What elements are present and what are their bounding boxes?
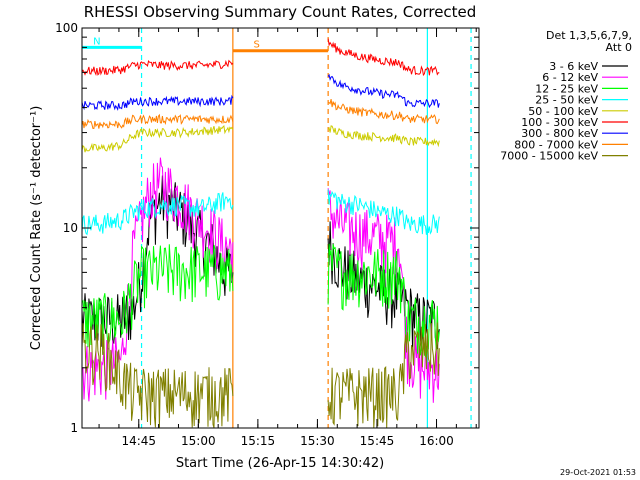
legend-label: 6 - 12 keV <box>542 71 598 84</box>
series-line <box>81 124 234 153</box>
x-tick-label: 15:30 <box>300 434 335 448</box>
legend-label: 25 - 50 keV <box>535 94 598 107</box>
timestamp: 29-Oct-2021 01:53 <box>560 468 636 477</box>
x-axis: 14:45 15:00 15:15 15:30 15:45 16:00 <box>98 28 477 448</box>
series-line <box>327 73 440 109</box>
y-axis-label: Corrected Count Rate (s⁻¹ detector⁻¹) <box>29 106 44 351</box>
series-line <box>81 59 234 76</box>
y-tick-label: 10 <box>63 221 78 235</box>
y-tick-label: 100 <box>55 21 78 35</box>
x-tick-label: 16:00 <box>419 434 454 448</box>
x-tick-label: 15:00 <box>181 434 216 448</box>
x-tick-label: 15:15 <box>241 434 276 448</box>
series-line <box>327 189 440 235</box>
x-tick-label: 14:45 <box>121 434 156 448</box>
legend-label: 100 - 300 keV <box>521 116 598 129</box>
series-line <box>81 323 234 429</box>
series-line <box>327 125 440 148</box>
flag-label: N <box>93 36 100 47</box>
x-axis-label: Start Time (26-Apr-15 14:30:42) <box>176 456 384 471</box>
series-line <box>81 94 234 111</box>
legend-label: 12 - 25 keV <box>535 82 598 95</box>
legend-header-detectors: Det 1,3,5,6,7,9, <box>546 29 632 42</box>
legend-label: 300 - 800 keV <box>521 127 598 140</box>
series-line <box>327 243 440 358</box>
series-line <box>327 38 440 77</box>
legend-header-attenuator: Att 0 <box>606 41 632 54</box>
legend-label: 3 - 6 keV <box>549 60 598 73</box>
flag-label: S <box>254 40 260 51</box>
y-tick-label: 1 <box>70 421 78 435</box>
series-line <box>81 157 234 402</box>
series-line <box>81 192 234 236</box>
legend-label: 7000 - 15000 keV <box>500 150 598 163</box>
legend-label: 50 - 100 keV <box>528 105 598 118</box>
series-line <box>327 322 440 428</box>
chart-title: RHESSI Observing Summary Count Rates, Co… <box>84 3 477 21</box>
series-line <box>81 244 234 355</box>
series-line <box>81 113 234 130</box>
y-axis: 1 10 100 <box>55 21 479 435</box>
x-tick-label: 15:45 <box>360 434 395 448</box>
legend-label: 800 - 7000 keV <box>514 138 598 151</box>
series-line <box>328 98 440 125</box>
